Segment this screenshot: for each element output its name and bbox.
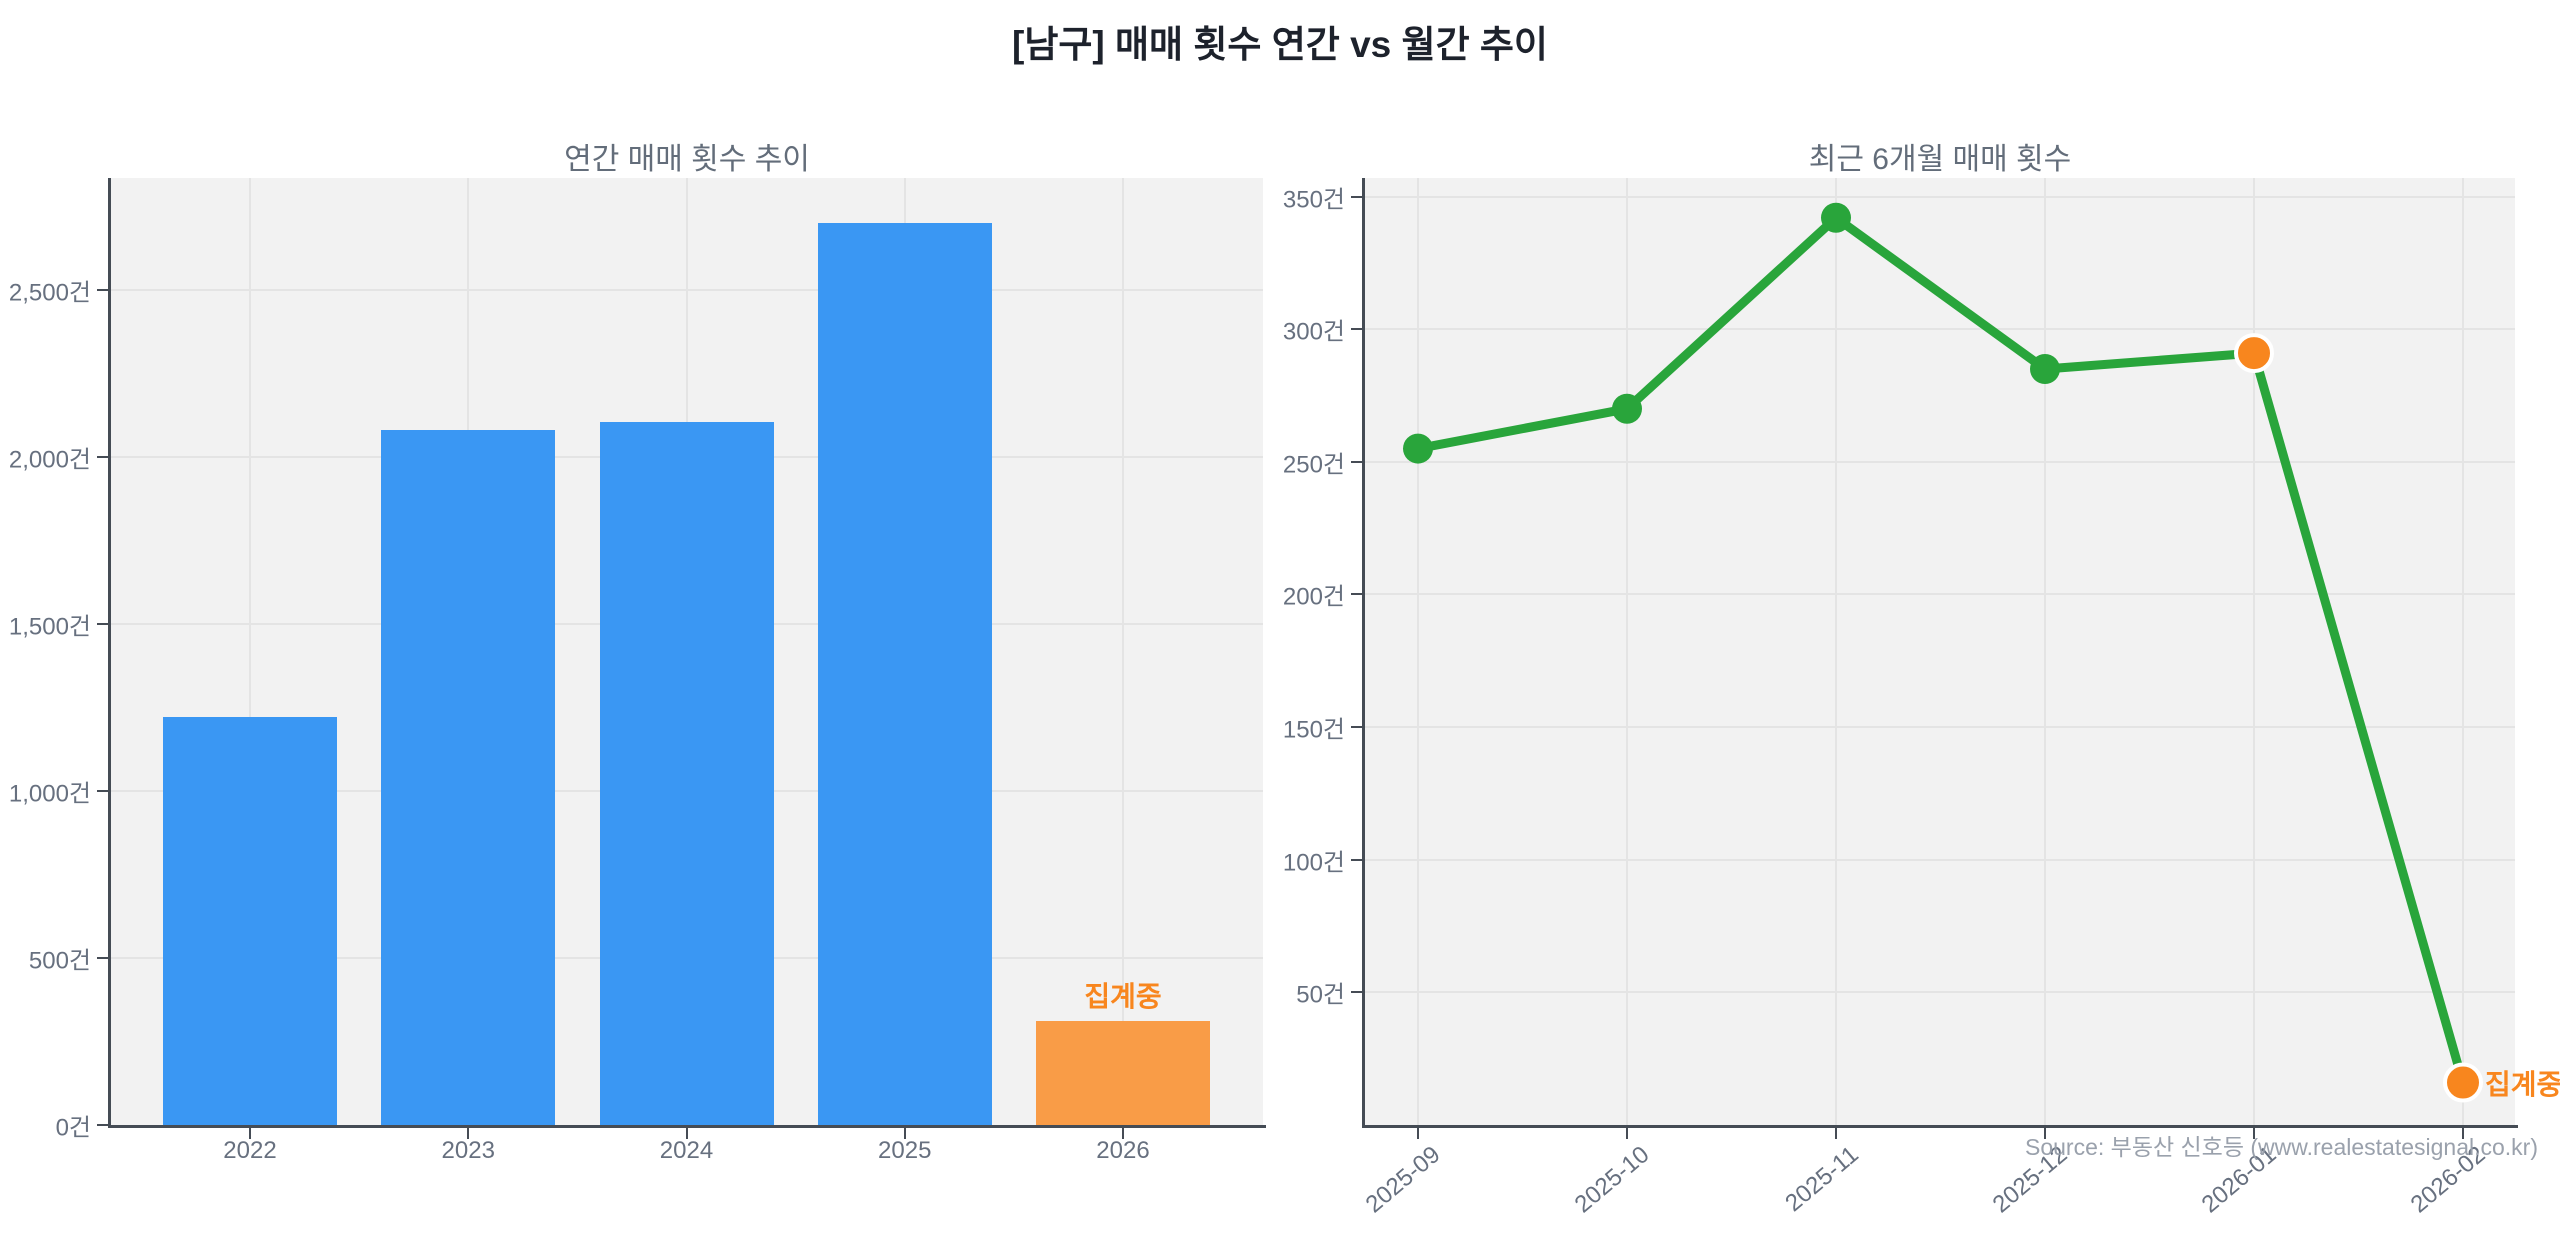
x-tick-mark bbox=[1626, 1128, 1628, 1139]
x-tick-mark bbox=[2044, 1128, 2046, 1139]
page-title: [남구] 매매 횟수 연간 vs 월간 추이 bbox=[1012, 24, 1548, 65]
data-point-2025-10 bbox=[1612, 393, 1642, 424]
y-axis-tick-label: 300건 bbox=[1282, 318, 1345, 346]
y-tick-mark bbox=[1351, 593, 1362, 596]
x-tick-mark bbox=[467, 1128, 470, 1139]
gridline-horizontal bbox=[1365, 195, 2515, 198]
aggregating-label: 집계중 bbox=[1084, 981, 1162, 1013]
gridline-horizontal bbox=[1365, 858, 2515, 861]
x-axis-tick-label: 2025-11 bbox=[1779, 1141, 1864, 1218]
x-axis-tick-label: 2022 bbox=[223, 1137, 277, 1164]
data-point-2026-01 bbox=[2234, 333, 2274, 374]
source-caption: Source: 부동산 신호등 (www.realestatesignal.co… bbox=[2025, 1134, 2538, 1160]
gridline-vertical bbox=[249, 178, 251, 1125]
y-axis-tick-label: 100건 bbox=[1282, 849, 1345, 877]
gridline-vertical bbox=[1122, 178, 1124, 1125]
x-tick-mark bbox=[685, 1128, 688, 1139]
annual-y-axis-line bbox=[108, 178, 111, 1128]
x-axis-tick-label: 2025-09 bbox=[1360, 1141, 1446, 1219]
gridline-vertical bbox=[2044, 178, 2046, 1125]
data-point-2026-02 bbox=[2443, 1062, 2483, 1103]
monthly-y-axis-line bbox=[1362, 178, 1365, 1128]
y-axis-tick-label: 2,500건 bbox=[8, 279, 91, 307]
bar-2022 bbox=[163, 717, 337, 1125]
gridline-horizontal bbox=[1365, 328, 2515, 331]
y-axis-tick-label: 200건 bbox=[1282, 583, 1345, 611]
annual-chart-title: 연간 매매 횟수 추이 bbox=[564, 143, 810, 176]
bar-2023 bbox=[381, 430, 556, 1125]
y-axis-tick-label: 350건 bbox=[1282, 186, 1345, 214]
y-tick-mark bbox=[1351, 328, 1362, 331]
x-tick-mark bbox=[1122, 1128, 1124, 1139]
x-axis-tick-label: 2024 bbox=[659, 1137, 714, 1164]
x-tick-mark bbox=[249, 1128, 251, 1139]
x-axis-tick-label: 2026 bbox=[1096, 1137, 1150, 1164]
y-tick-mark bbox=[97, 455, 108, 458]
y-axis-tick-label: 50건 bbox=[1296, 981, 1345, 1009]
aggregating-label: 집계중 bbox=[2485, 1068, 2560, 1100]
bar-2025 bbox=[817, 223, 992, 1125]
y-tick-mark bbox=[1351, 991, 1362, 994]
x-tick-mark bbox=[903, 1128, 906, 1139]
y-axis-tick-label: 250건 bbox=[1282, 451, 1345, 479]
gridline-horizontal bbox=[1365, 726, 2515, 729]
y-axis-tick-label: 2,000건 bbox=[8, 446, 91, 474]
y-tick-mark bbox=[97, 1124, 108, 1126]
y-tick-mark bbox=[97, 956, 108, 959]
y-axis-tick-label: 0건 bbox=[55, 1114, 91, 1142]
x-tick-mark bbox=[2462, 1128, 2464, 1139]
data-point-2025-11 bbox=[1821, 202, 1851, 233]
annual-bar-plot-area: 0건 500건 1,000건 1,500건 2,000건 2,500건 2022 2023 20… bbox=[9, 178, 1266, 1164]
data-point-2025-12 bbox=[2030, 353, 2060, 384]
y-tick-mark bbox=[97, 622, 108, 625]
monthly-x-axis-line bbox=[1362, 1125, 2518, 1128]
y-tick-mark bbox=[1351, 460, 1362, 463]
gridline-vertical bbox=[1417, 178, 1419, 1125]
y-tick-mark bbox=[1351, 858, 1362, 861]
y-tick-mark bbox=[97, 288, 108, 291]
gridline-vertical bbox=[1626, 178, 1628, 1125]
bar-2024 bbox=[599, 421, 774, 1125]
trend-line bbox=[1413, 213, 2468, 1088]
y-axis-tick-label: 500건 bbox=[28, 947, 91, 975]
gridline-vertical bbox=[1835, 178, 1837, 1125]
x-tick-mark bbox=[1417, 1128, 1419, 1139]
x-axis-tick-label: 2025 bbox=[878, 1137, 932, 1164]
gridline-horizontal bbox=[1365, 593, 2515, 596]
trend-line-layer bbox=[1403, 202, 2483, 1103]
gridline-vertical bbox=[2462, 178, 2464, 1125]
y-tick-mark bbox=[1351, 195, 1362, 198]
data-point-2025-09 bbox=[1403, 433, 1433, 464]
y-tick-mark bbox=[97, 789, 108, 792]
x-axis-tick-label: 2025-10 bbox=[1569, 1141, 1655, 1219]
monthly-line-plot-area: 50건 100건 150건 200건 250건 300건 350건 2025-09 2025-1… bbox=[1283, 178, 2560, 1218]
y-axis-tick-label: 1,500건 bbox=[8, 613, 91, 641]
annual-x-axis-line bbox=[108, 1125, 1266, 1128]
y-axis-tick-label: 150건 bbox=[1282, 716, 1345, 744]
x-tick-mark bbox=[1835, 1128, 1837, 1139]
y-tick-mark bbox=[1351, 726, 1362, 729]
gridline-vertical bbox=[2253, 178, 2255, 1125]
monthly-chart-title: 최근 6개월 매매 횟수 bbox=[1808, 143, 2072, 176]
gridline-horizontal bbox=[1365, 460, 2515, 463]
gridline-horizontal bbox=[1365, 991, 2515, 994]
y-axis-tick-label: 1,000건 bbox=[8, 780, 91, 808]
x-axis-tick-label: 2023 bbox=[441, 1137, 495, 1164]
x-tick-mark bbox=[2253, 1128, 2255, 1139]
bar-2026 bbox=[1036, 1021, 1210, 1125]
